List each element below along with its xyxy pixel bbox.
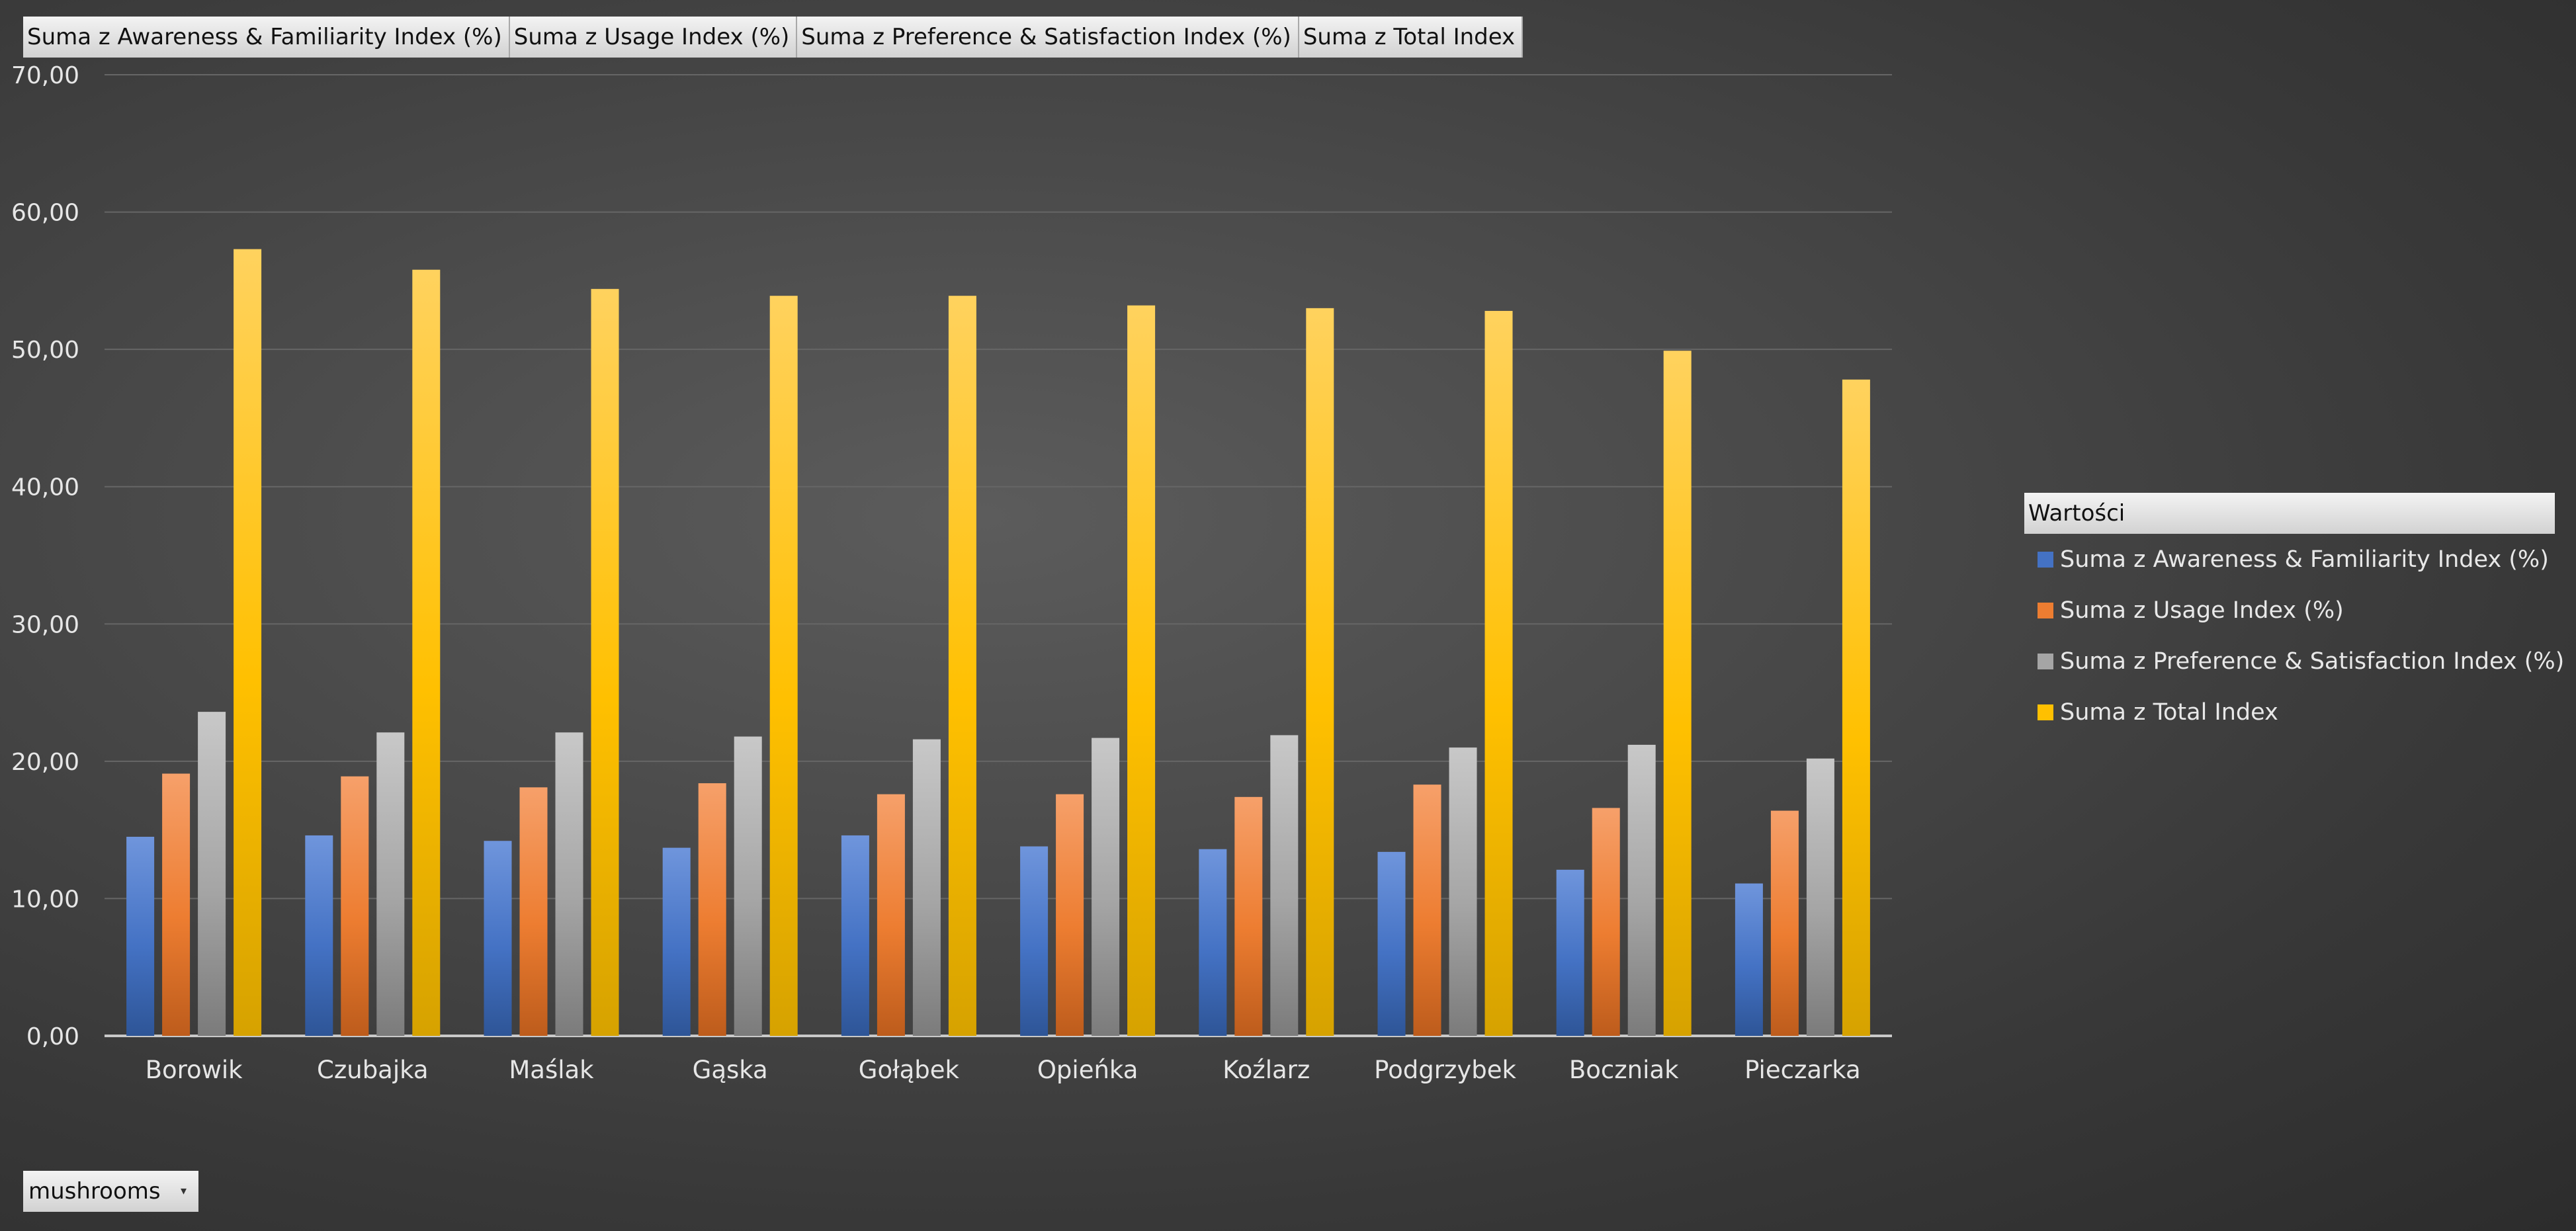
bar-czubajka-series-1: [305, 835, 333, 1036]
bars: [126, 249, 1870, 1037]
x-tick-label: Gołąbek: [859, 1056, 960, 1084]
legend-label: Suma z Awareness & Familiarity Index (%): [2060, 546, 2549, 573]
x-tick-label: Maślak: [509, 1056, 594, 1084]
y-tick-label: 10,00: [11, 886, 79, 913]
x-tick-label: Czubajka: [317, 1056, 429, 1084]
bar-borowik-series-3: [198, 712, 226, 1036]
bar-borowik-series-4: [234, 249, 262, 1036]
bar-podgrzybek-series-2: [1413, 785, 1441, 1036]
legend-title[interactable]: Wartości: [2024, 493, 2555, 534]
x-tick-label: Koźlarz: [1223, 1056, 1310, 1084]
bar-borowik-series-2: [162, 773, 191, 1036]
x-tick-label: Pieczarka: [1744, 1056, 1861, 1084]
bar-maślak-series-4: [591, 288, 619, 1037]
bar-pieczarka-series-3: [1806, 758, 1834, 1036]
bar-maślak-series-2: [519, 787, 548, 1036]
bar-pieczarka-series-2: [1770, 810, 1799, 1036]
bar-opieńka-series-2: [1056, 794, 1084, 1036]
bar-gołąbek-series-3: [912, 739, 941, 1036]
legend-item-total: Suma z Total Index: [2024, 687, 2555, 738]
y-tick-label: 70,00: [11, 62, 79, 89]
bar-koźlarz-series-3: [1270, 735, 1299, 1036]
bar-koźlarz-series-2: [1234, 796, 1263, 1036]
bar-borowik-series-1: [126, 837, 155, 1036]
legend: Wartości Suma z Awareness & Familiarity …: [2024, 493, 2564, 738]
legend-swatch-orange: [2038, 602, 2053, 618]
bar-maślak-series-3: [555, 732, 583, 1036]
legend-swatch-yellow: [2038, 704, 2053, 720]
bar-czubajka-series-4: [412, 269, 441, 1036]
filter-label: mushrooms: [28, 1178, 161, 1205]
legend-item-preference: Suma z Preference & Satisfaction Index (…: [2024, 636, 2564, 687]
bar-boczniak-series-2: [1592, 808, 1620, 1036]
field-button-total[interactable]: Suma z Total Index: [1299, 17, 1524, 58]
bar-opieńka-series-3: [1092, 738, 1120, 1036]
bar-czubajka-series-2: [341, 776, 369, 1036]
bar-boczniak-series-3: [1627, 744, 1656, 1036]
legend-item-awareness: Suma z Awareness & Familiarity Index (%): [2024, 534, 2555, 585]
bar-gąska-series-3: [734, 736, 762, 1036]
gridlines: [105, 74, 1892, 1037]
bar-gąska-series-4: [769, 296, 798, 1037]
field-button-preference[interactable]: Suma z Preference & Satisfaction Index (…: [797, 17, 1299, 58]
legend-item-usage: Suma z Usage Index (%): [2024, 585, 2555, 636]
bar-boczniak-series-1: [1556, 869, 1584, 1036]
bar-czubajka-series-3: [376, 732, 405, 1036]
bar-gołąbek-series-1: [841, 835, 869, 1036]
legend-swatch-gray: [2038, 653, 2053, 669]
y-tick-label: 40,00: [11, 474, 79, 501]
field-button-usage[interactable]: Suma z Usage Index (%): [509, 17, 798, 58]
bar-koźlarz-series-4: [1306, 308, 1334, 1036]
y-tick-label: 60,00: [11, 200, 79, 227]
bar-gąska-series-2: [698, 783, 726, 1036]
legend-label: Suma z Usage Index (%): [2060, 597, 2344, 624]
field-button-awareness[interactable]: Suma z Awareness & Familiarity Index (%): [23, 17, 510, 58]
bar-opieńka-series-4: [1127, 305, 1156, 1037]
x-tick-label: Boczniak: [1569, 1056, 1679, 1084]
bar-opieńka-series-1: [1020, 846, 1049, 1036]
legend-label: Suma z Total Index: [2060, 699, 2278, 726]
bar-pieczarka-series-1: [1735, 883, 1763, 1036]
bar-podgrzybek-series-1: [1377, 851, 1406, 1036]
bar-podgrzybek-series-4: [1484, 311, 1513, 1037]
legend-swatch-blue: [2038, 551, 2053, 568]
mushrooms-filter-dropdown[interactable]: mushrooms ▾: [23, 1171, 198, 1212]
bar-gołąbek-series-4: [948, 296, 976, 1037]
pivot-field-buttons: Suma z Awareness & Familiarity Index (%)…: [23, 17, 1524, 58]
x-tick-label: Podgrzybek: [1374, 1056, 1516, 1084]
legend-label: Suma z Preference & Satisfaction Index (…: [2060, 648, 2565, 675]
x-tick-label: Gąska: [693, 1056, 768, 1084]
y-tick-label: 20,00: [11, 749, 79, 776]
bar-podgrzybek-series-3: [1449, 747, 1477, 1036]
dropdown-arrow-icon: ▾: [180, 1184, 187, 1198]
bar-koźlarz-series-1: [1199, 849, 1227, 1036]
bar-gołąbek-series-2: [877, 794, 905, 1036]
x-axis-ticks: Borowik Czubajka Maślak Gąska Gołąbek Opieńka…: [146, 1056, 1861, 1084]
y-tick-label: 30,00: [11, 611, 79, 638]
y-axis-ticks: 0,00 10,00 20,00 30,00 40,00 50,00 60,00 70,00: [11, 62, 79, 1050]
x-tick-label: Borowik: [146, 1056, 243, 1084]
x-tick-label: Opieńka: [1037, 1056, 1138, 1084]
bar-maślak-series-1: [484, 841, 512, 1036]
y-tick-label: 50,00: [11, 337, 79, 364]
bar-gąska-series-1: [662, 847, 691, 1036]
bar-pieczarka-series-4: [1842, 379, 1870, 1036]
y-tick-label: 0,00: [26, 1023, 79, 1050]
bar-boczniak-series-4: [1663, 351, 1692, 1037]
